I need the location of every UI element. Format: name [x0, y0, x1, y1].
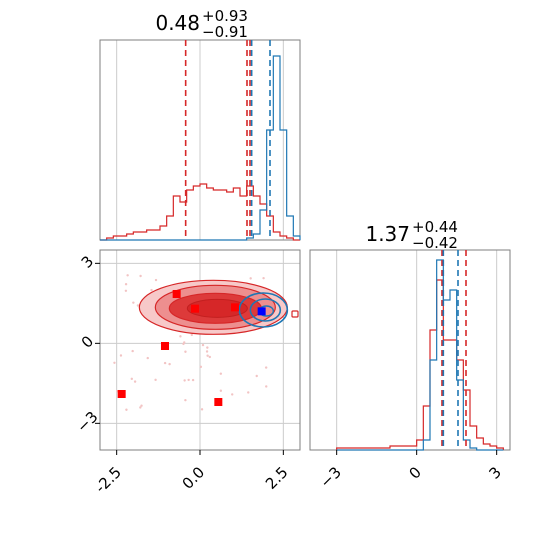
top-histogram-panel [99, 39, 301, 241]
density-sample-dot [139, 406, 142, 409]
density-sample-dot [206, 354, 209, 357]
top-title-value: 0.48 [155, 11, 200, 35]
right-x-tick-label: 0 [405, 463, 424, 482]
density-panel: -2.5 0.0 2.5 3 0 −3 [73, 249, 301, 497]
density-sample-dot [200, 408, 204, 411]
density-y-tick-label: 0 [78, 332, 97, 351]
density-sample-dot [184, 350, 187, 353]
density-sample-dot [139, 274, 142, 278]
density-sample-dot [264, 366, 268, 369]
top-title-lower: −0.91 [202, 23, 248, 41]
density-sample-dot [208, 355, 212, 359]
right-histogram-panel: −3 0 3 [309, 249, 511, 492]
red-marker [172, 290, 181, 298]
density-sample-dot [154, 378, 157, 382]
density-sample-dot [119, 354, 123, 357]
density-sample-dot [265, 385, 268, 388]
density-sample-dot [124, 283, 128, 286]
red-contour-islet [291, 310, 299, 318]
right-title-lower: −0.42 [412, 234, 458, 252]
density-sample-dot [184, 398, 187, 402]
density-sample-dot [136, 304, 140, 307]
density-sample-dot [206, 346, 209, 349]
density-sample-dot [150, 288, 153, 292]
density-sample-dot [133, 380, 137, 383]
density-y-tick-label: −3 [73, 408, 101, 436]
density-x-tick-label: 2.5 [262, 463, 292, 493]
density-sample-dot [231, 393, 234, 396]
density-sample-dot [124, 289, 128, 292]
density-sample-dot [199, 365, 203, 369]
density-sample-dot [113, 361, 116, 364]
density-sample-dot [130, 377, 134, 381]
density-x-tick-label: 0.0 [179, 463, 209, 493]
density-sample-dot [125, 408, 128, 411]
red-marker [117, 390, 126, 398]
right-panel-frame [309, 249, 511, 451]
blue-marker [257, 307, 266, 316]
density-sample-dot [187, 378, 190, 382]
density-sample-dot [183, 379, 186, 382]
density-x-tick-label: -2.5 [91, 463, 124, 496]
right-x-tick-label: 3 [485, 463, 504, 482]
density-sample-dot [132, 301, 135, 304]
density-sample-dot [126, 274, 129, 277]
right-histogram-series-red [336, 279, 504, 450]
top-histogram-series-blue [100, 55, 301, 241]
density-sample-dot [191, 378, 195, 382]
top-title-upper: +0.93 [202, 7, 248, 25]
density-sample-dot [205, 350, 209, 353]
red-marker [231, 303, 239, 312]
red-marker [214, 398, 223, 406]
right-title-upper: +0.44 [412, 218, 458, 236]
density-sample-dot [182, 342, 185, 346]
density-sample-dot [131, 349, 134, 353]
density-sample-dot [146, 356, 149, 360]
density-sample-dot [247, 391, 250, 394]
density-sample-dot [219, 372, 223, 375]
density-sample-dot [219, 389, 223, 392]
density-sample-dot [190, 333, 193, 337]
density-sample-dot [255, 374, 258, 378]
top-histogram-series-red [100, 183, 300, 241]
right-title-value: 1.37 [365, 222, 410, 246]
density-sample-dot [249, 277, 252, 280]
red-marker [161, 342, 169, 350]
density-sample-dot [168, 362, 171, 366]
density-sample-dot [262, 276, 265, 280]
density-sample-dot [140, 404, 143, 407]
density-y-tick-label: 3 [78, 252, 97, 271]
right-x-tick-label: −3 [317, 463, 345, 491]
density-sample-dot [201, 343, 205, 347]
density-sample-dot [154, 278, 158, 282]
density-sample-dot [163, 361, 167, 365]
right-histogram-series-blue [336, 259, 504, 451]
blue-contour-inner [249, 298, 282, 322]
blue-contour-outer [238, 292, 289, 328]
density-sample-dot [179, 335, 182, 338]
red-marker [191, 304, 199, 313]
